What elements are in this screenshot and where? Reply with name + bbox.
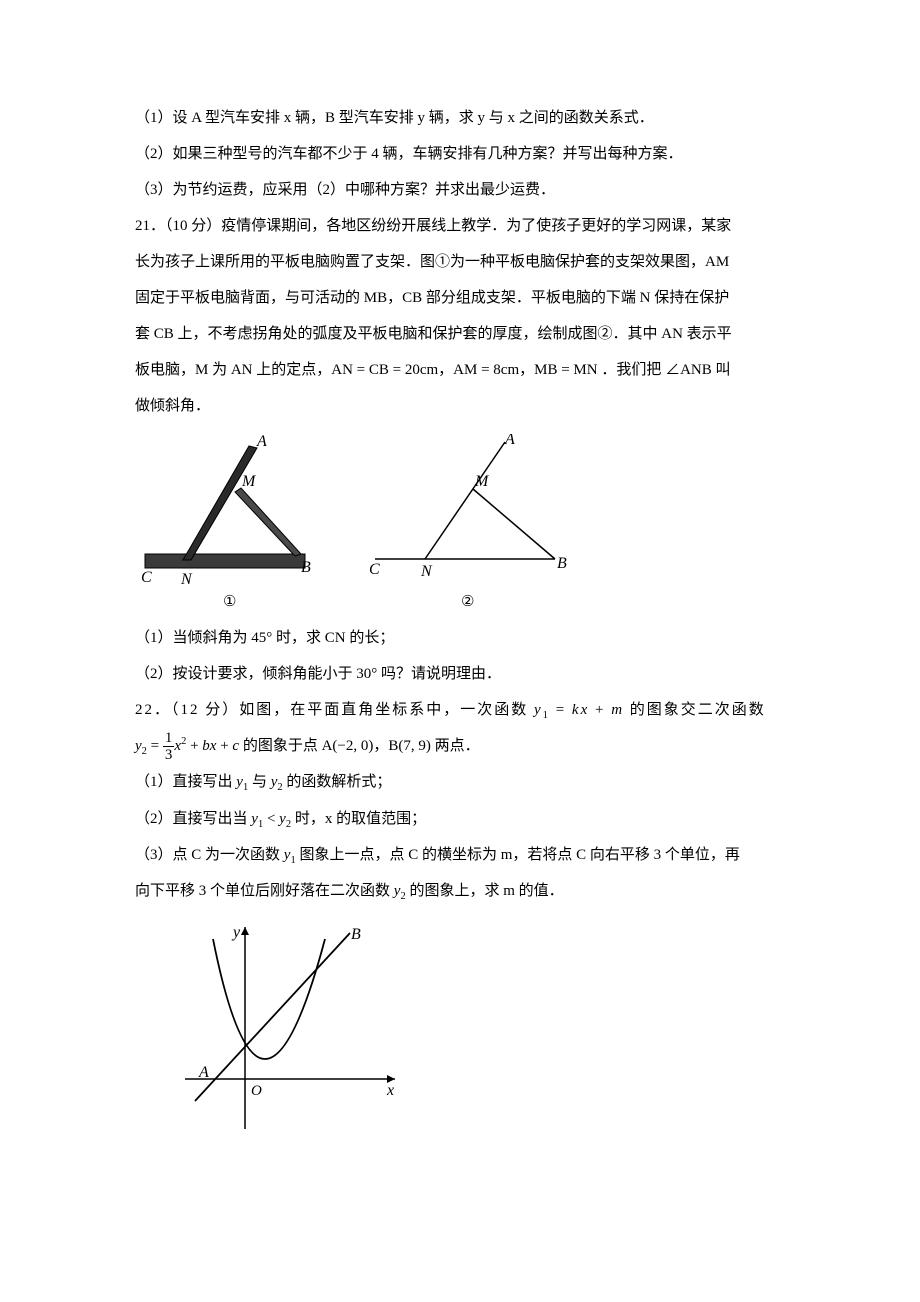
q21-part-1: （1）当倾斜角为 45° 时，求 CN 的长； bbox=[135, 620, 785, 656]
label-N2: N bbox=[420, 563, 433, 580]
q21-figure-1: A M C N B ① bbox=[141, 434, 311, 610]
q20-part-2: （2）如果三种型号的汽车都不少于 4 辆，车辆安排有几种方案？并写出每种方案． bbox=[135, 136, 785, 172]
label-A2: A bbox=[504, 434, 515, 448]
text: 套 CB 上，不考虑拐角处的弧度及平板电脑和保护套的厚度，绘制成图②．其中 AN… bbox=[135, 326, 732, 342]
parabola-curve bbox=[213, 939, 325, 1059]
q21-stem-line-3: 固定于平板电脑背面，与可活动的 MB，CB 部分组成支架．平板电脑的下端 N 保… bbox=[135, 280, 785, 316]
linear-line bbox=[195, 933, 350, 1101]
text: （2）如果三种型号的汽车都不少于 4 辆，车辆安排有几种方案？并写出每种方案． bbox=[135, 146, 683, 162]
label-B: B bbox=[351, 926, 361, 943]
caption-2: ② bbox=[461, 594, 474, 610]
q22-part-2: （2）直接写出当 y1 < y2 时，x 的取值范围； bbox=[135, 801, 785, 837]
q20-part-1: （1）设 A 型汽车安排 x 辆，B 型汽车安排 y 辆，求 y 与 x 之间的… bbox=[135, 100, 785, 136]
label-M2: M bbox=[474, 473, 490, 490]
label-y: y bbox=[231, 924, 241, 941]
label-C1: C bbox=[141, 569, 152, 586]
q22-figure: y x O A B bbox=[175, 919, 785, 1139]
q21-figure-2: A M C N B ② bbox=[369, 434, 567, 610]
label-N1: N bbox=[180, 571, 193, 588]
text-a: （3）点 C 为一次函数 bbox=[135, 847, 284, 863]
label-O: O bbox=[251, 1083, 262, 1099]
text: 做倾斜角． bbox=[135, 398, 210, 414]
text-b: 的图象交二次函数 bbox=[624, 702, 766, 718]
q22-part-3: （3）点 C 为一次函数 y1 图象上一点，点 C 的横坐标为 m，若将点 C … bbox=[135, 837, 785, 873]
label-B2: B bbox=[557, 555, 567, 572]
q22-part-4: 向下平移 3 个单位后刚好落在二次函数 y2 的图象上，求 m 的值． bbox=[135, 873, 785, 909]
text-a: 向下平移 3 个单位后刚好落在二次函数 bbox=[135, 883, 394, 899]
text: （1）设 A 型汽车安排 x 辆，B 型汽车安排 y 辆，求 y 与 x 之间的… bbox=[135, 110, 654, 126]
caption-1: ① bbox=[223, 594, 236, 610]
text-a: 22．（12 分）如图，在平面直角坐标系中，一次函数 bbox=[135, 702, 534, 718]
text-b: 时，x 的取值范围； bbox=[291, 811, 426, 827]
q21-stem-line-4: 套 CB 上，不考虑拐角处的弧度及平板电脑和保护套的厚度，绘制成图②．其中 AN… bbox=[135, 316, 785, 352]
q22-figure-svg: y x O A B bbox=[175, 919, 415, 1139]
label-M1: M bbox=[241, 473, 257, 490]
q21-part-2: （2）按设计要求，倾斜角能小于 30° 吗？请说明理由． bbox=[135, 656, 785, 692]
q21-stem-line-1: 21．（10 分）疫情停课期间，各地区纷纷开展线上教学．为了使孩子更好的学习网课… bbox=[135, 208, 785, 244]
text-a: （2）直接写出当 bbox=[135, 811, 251, 827]
y-arrow-icon bbox=[241, 927, 249, 935]
text: （1）当倾斜角为 45° 时，求 CN 的长； bbox=[135, 630, 394, 646]
text-b: 与 bbox=[248, 774, 271, 790]
q22-stem-line-1: 22．（12 分）如图，在平面直角坐标系中，一次函数 y1 = kx + m 的… bbox=[135, 692, 785, 728]
label-A1: A bbox=[256, 434, 267, 450]
text-c: 的函数解析式； bbox=[283, 774, 392, 790]
q21-stem-line-6: 做倾斜角． bbox=[135, 388, 785, 424]
q21-figure-svg: A M C N B ① A M C N B ② bbox=[135, 434, 575, 614]
label-A: A bbox=[198, 1064, 209, 1081]
q21-stem-line-2: 长为孩子上课所用的平板电脑购置了支架．图①为一种平板电脑保护套的支架效果图，AM bbox=[135, 244, 785, 280]
text-b: 的图象上，求 m 的值． bbox=[406, 883, 564, 899]
q21-stem-line-5: 板电脑，M 为 AN 上的定点，AN = CB = 20cm，AM = 8cm，… bbox=[135, 352, 785, 388]
label-x: x bbox=[386, 1082, 394, 1099]
q22-part-1: （1）直接写出 y1 与 y2 的函数解析式； bbox=[135, 764, 785, 800]
text: 的图象于点 A(−2, 0)，B(7, 9) 两点． bbox=[239, 738, 480, 754]
text: 板电脑，M 为 AN 上的定点，AN = CB = 20cm，AM = 8cm，… bbox=[135, 362, 731, 378]
text: 固定于平板电脑背面，与可活动的 MB，CB 部分组成支架．平板电脑的下端 N 保… bbox=[135, 290, 729, 306]
q21-figure: A M C N B ① A M C N B ② bbox=[135, 434, 785, 614]
q20-part-3: （3）为节约运费，应采用（2）中哪种方案？并求出最少运费． bbox=[135, 172, 785, 208]
text-b: 图象上一点，点 C 的横坐标为 m，若将点 C 向右平移 3 个单位，再 bbox=[296, 847, 740, 863]
q22-stem-line-2: y2 = 13x2 + bx + c 的图象于点 A(−2, 0)，B(7, 9… bbox=[135, 728, 785, 764]
text: （2）按设计要求，倾斜角能小于 30° 吗？请说明理由． bbox=[135, 666, 501, 682]
text-a: （1）直接写出 bbox=[135, 774, 236, 790]
text: （3）为节约运费，应采用（2）中哪种方案？并求出最少运费． bbox=[135, 182, 555, 198]
text: 长为孩子上课所用的平板电脑购置了支架．图①为一种平板电脑保护套的支架效果图，AM bbox=[135, 254, 729, 270]
label-C2: C bbox=[369, 561, 380, 578]
label-B1: B bbox=[301, 559, 311, 576]
text: 21．（10 分）疫情停课期间，各地区纷纷开展线上教学．为了使孩子更好的学习网课… bbox=[135, 218, 731, 234]
